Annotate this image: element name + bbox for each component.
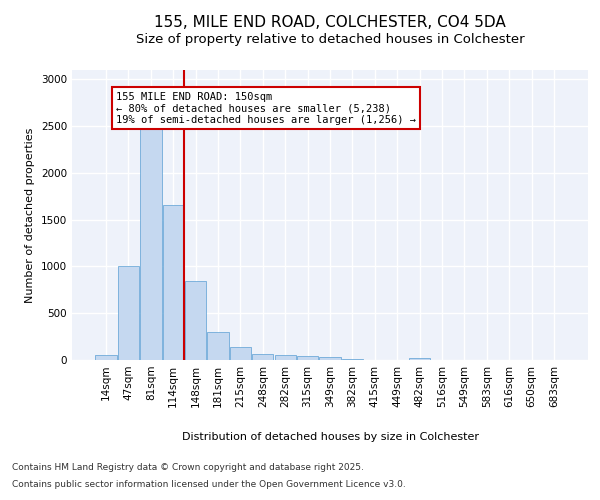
Bar — [140, 126, 161, 360]
Text: 155, MILE END ROAD, COLCHESTER, CO4 5DA: 155, MILE END ROAD, COLCHESTER, CO4 5DA — [154, 15, 506, 30]
Bar — [342, 358, 363, 360]
Text: Contains HM Land Registry data © Crown copyright and database right 2025.: Contains HM Land Registry data © Crown c… — [12, 464, 364, 472]
Bar — [118, 266, 139, 360]
Y-axis label: Number of detached properties: Number of detached properties — [25, 128, 35, 302]
Bar — [208, 332, 229, 360]
Text: Distribution of detached houses by size in Colchester: Distribution of detached houses by size … — [182, 432, 479, 442]
Bar — [252, 354, 274, 360]
Bar — [275, 355, 296, 360]
Bar — [163, 204, 184, 360]
Bar — [185, 282, 206, 360]
Bar — [95, 355, 117, 360]
Bar — [230, 347, 251, 360]
Text: 155 MILE END ROAD: 150sqm
← 80% of detached houses are smaller (5,238)
19% of se: 155 MILE END ROAD: 150sqm ← 80% of detac… — [116, 92, 416, 124]
Text: Size of property relative to detached houses in Colchester: Size of property relative to detached ho… — [136, 32, 524, 46]
Text: Contains public sector information licensed under the Open Government Licence v3: Contains public sector information licen… — [12, 480, 406, 489]
Bar — [409, 358, 430, 360]
Bar — [297, 356, 318, 360]
Bar — [319, 357, 341, 360]
